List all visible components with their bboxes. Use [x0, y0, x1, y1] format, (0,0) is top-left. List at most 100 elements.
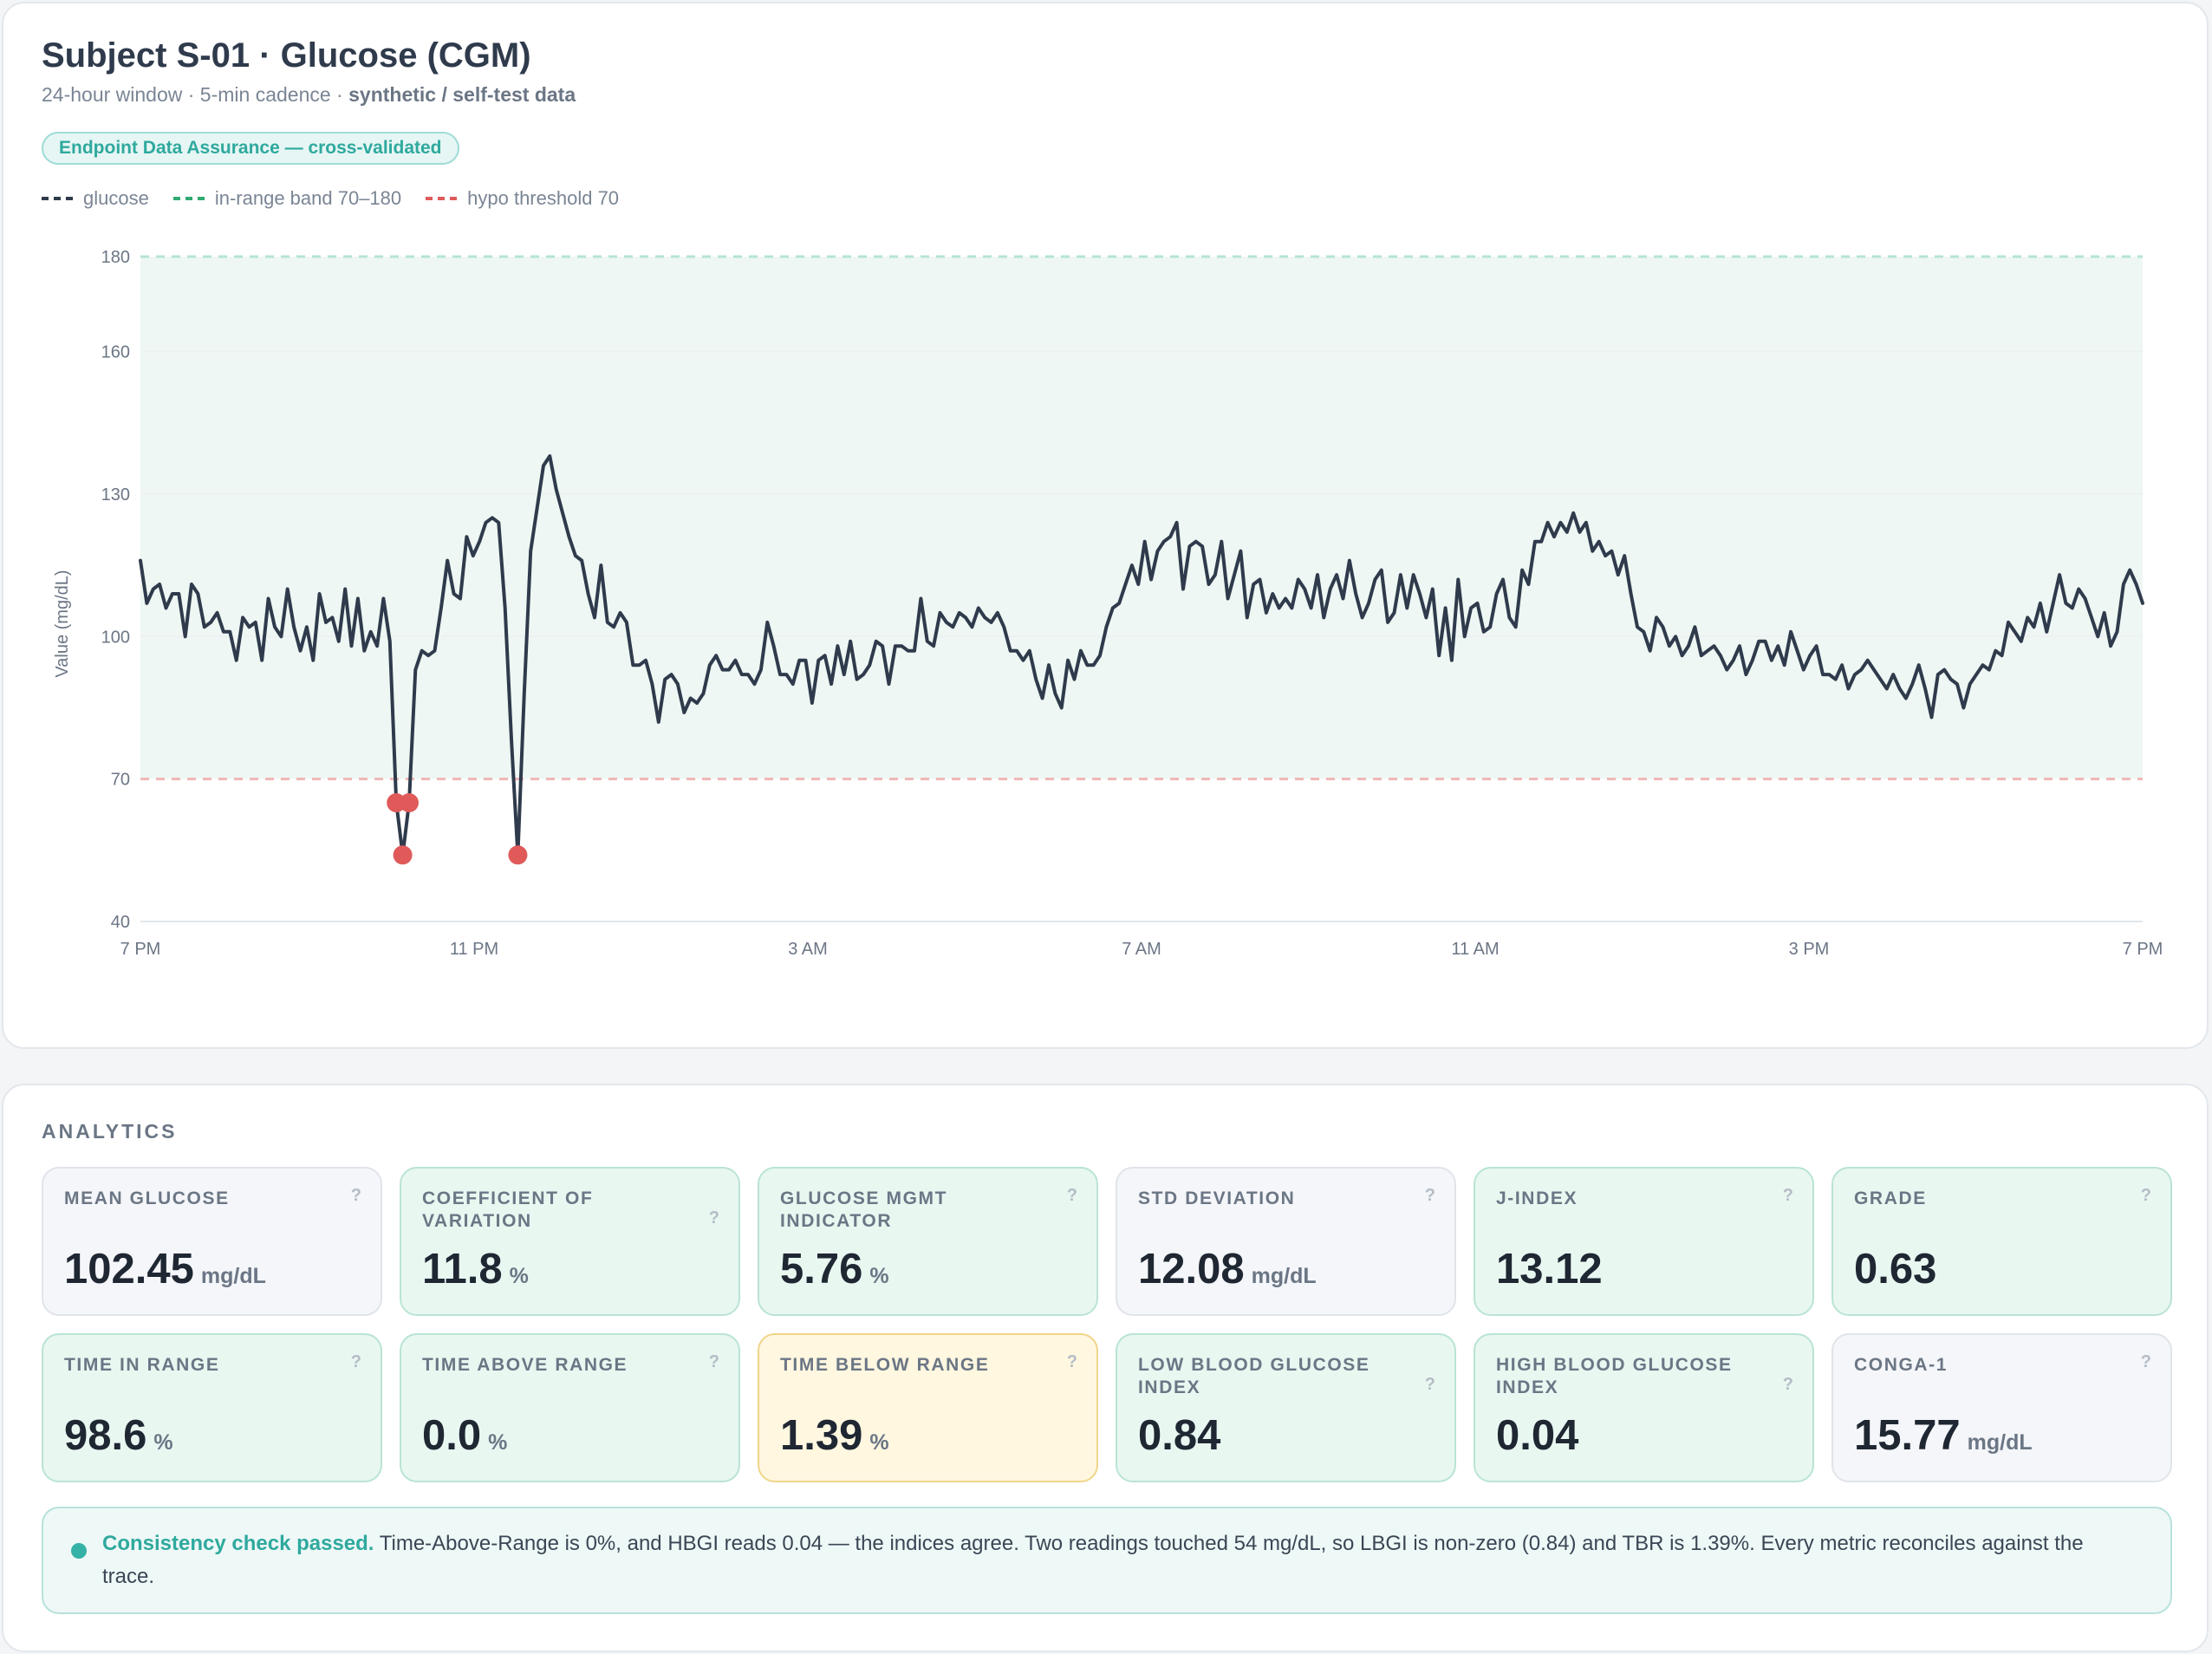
metric-label: HIGH BLOOD GLUCOSE INDEX — [1496, 1355, 1733, 1397]
metric-card-mean-glucose: MEAN GLUCOSE? 102.45 mg/dL — [42, 1167, 382, 1316]
consistency-note-text: Time-Above-Range is 0%, and HBGI reads 0… — [102, 1532, 2084, 1588]
analytics-card: ANALYTICS MEAN GLUCOSE? 102.45 mg/dL COEFFI… — [2, 1084, 2209, 1652]
metric-value-row: 13.12 — [1496, 1245, 1603, 1293]
metric-unit: mg/dL — [1251, 1264, 1317, 1288]
assurance-badge: Endpoint Data Assurance — cross-validate… — [42, 132, 459, 165]
help-icon[interactable]: ? — [1782, 1186, 1793, 1205]
metric-card-glucose-mgmt-indicator: GLUCOSE MGMT INDICATOR? 5.76% — [758, 1167, 1098, 1316]
metric-card-coefficient-of-variation: COEFFICIENT OF VARIATION? 11.8% — [400, 1167, 740, 1316]
metric-value-row: 12.08 mg/dL — [1138, 1245, 1317, 1293]
legend-swatch-hypo — [426, 197, 458, 200]
metric-label: GLUCOSE MGMT INDICATOR — [780, 1188, 948, 1231]
metric-value: 102.45 — [64, 1246, 194, 1293]
metric-unit: % — [153, 1430, 173, 1455]
metric-unit: % — [488, 1430, 508, 1455]
metric-value-row: 102.45 mg/dL — [64, 1245, 266, 1293]
status-dot-icon — [71, 1543, 87, 1559]
metric-value-row: 15.77 mg/dL — [1854, 1411, 2033, 1460]
subtitle-data-source: synthetic / self-test data — [348, 83, 576, 106]
metric-value: 98.6 — [64, 1412, 147, 1459]
hypo-point — [393, 845, 413, 865]
legend-item-glucose: glucose — [42, 187, 149, 210]
metric-card-low-blood-glucose-index: LOW BLOOD GLUCOSE INDEX? 0.84 — [1116, 1333, 1456, 1482]
analytics-heading: ANALYTICS — [42, 1120, 178, 1143]
chart-legend: glucose in-range band 70–180 hypo thresh… — [42, 187, 619, 210]
y-tick-label: 40 — [111, 913, 130, 932]
glucose-chart: 40 70 100 130 160 180 7 PM 11 PM 3 AM 7 AM 11 AM 3 … — [53, 248, 2163, 959]
y-tick-label: 130 — [101, 485, 130, 505]
metric-value-row: 0.63 — [1854, 1245, 1936, 1293]
metric-value: 15.77 — [1854, 1412, 1961, 1459]
legend-swatch-band — [172, 197, 205, 200]
y-tick-label: 70 — [111, 771, 130, 790]
x-tick-label: 11 AM — [1451, 940, 1499, 959]
metric-card-high-blood-glucose-index: HIGH BLOOD GLUCOSE INDEX? 0.04 — [1474, 1333, 1814, 1482]
metric-label: LOW BLOOD GLUCOSE INDEX — [1138, 1355, 1370, 1397]
metric-value-row: 98.6% — [64, 1411, 173, 1460]
metric-card-time-below-range: TIME BELOW RANGE? 1.39% — [758, 1333, 1098, 1482]
metric-value: 0.84 — [1138, 1412, 1221, 1459]
metric-value: 1.39 — [780, 1412, 863, 1459]
metric-value: 13.12 — [1496, 1246, 1603, 1293]
metric-value-row: 5.76% — [780, 1245, 889, 1293]
page-subtitle: 24-hour window · 5-min cadence · synthet… — [42, 83, 576, 107]
help-icon[interactable]: ? — [708, 1208, 719, 1227]
help-icon[interactable]: ? — [1066, 1352, 1077, 1371]
metric-label: COEFFICIENT OF VARIATION — [422, 1188, 594, 1231]
x-tick-label: 7 PM — [120, 940, 161, 959]
legend-item-band: in-range band 70–180 — [172, 187, 402, 210]
x-tick-label: 7 AM — [1122, 940, 1161, 959]
metric-value-row: 11.8% — [422, 1245, 529, 1293]
legend-label-band: in-range band 70–180 — [214, 187, 402, 209]
y-tick-label: 160 — [101, 343, 130, 362]
metric-value-row: 0.04 — [1496, 1411, 1578, 1460]
metric-card-time-in-range: TIME IN RANGE? 98.6% — [42, 1333, 382, 1482]
page-title: Subject S-01 · Glucose (CGM) — [42, 36, 531, 75]
in-range-band — [140, 257, 2143, 779]
metric-card-std-deviation: STD DEVIATION? 12.08 mg/dL — [1116, 1167, 1456, 1316]
metric-value-row: 1.39% — [780, 1411, 889, 1460]
legend-label-hypo: hypo threshold 70 — [467, 187, 620, 209]
metric-value: 0.04 — [1496, 1412, 1579, 1459]
metric-card-conga-1: CONGA-1? 15.77 mg/dL — [1831, 1333, 2172, 1482]
x-tick-label: 11 PM — [450, 940, 498, 959]
hypo-point — [399, 793, 419, 813]
help-icon[interactable]: ? — [350, 1186, 361, 1205]
metric-value-row: 0.84 — [1138, 1411, 1220, 1460]
x-tick-label: 7 PM — [2123, 940, 2163, 959]
metric-label: MEAN GLUCOSE — [64, 1188, 230, 1208]
metric-label: TIME ABOVE RANGE — [422, 1355, 628, 1375]
metric-value-row: 0.0% — [422, 1411, 507, 1460]
metric-card-time-above-range: TIME ABOVE RANGE? 0.0% — [400, 1333, 740, 1482]
metric-label: STD DEVIATION — [1138, 1188, 1296, 1208]
help-icon[interactable]: ? — [2140, 1352, 2151, 1371]
metric-label: TIME BELOW RANGE — [780, 1355, 990, 1375]
metric-value: 5.76 — [780, 1246, 863, 1293]
metric-label: TIME IN RANGE — [64, 1355, 220, 1375]
metric-value: 11.8 — [422, 1246, 503, 1293]
legend-swatch-glucose — [42, 197, 73, 200]
help-icon[interactable]: ? — [1424, 1186, 1435, 1205]
help-icon[interactable]: ? — [1782, 1375, 1793, 1394]
y-axis-label: Value (mg/dL) — [53, 570, 72, 677]
help-icon[interactable]: ? — [2140, 1186, 2151, 1205]
help-icon[interactable]: ? — [708, 1352, 719, 1371]
subtitle-text: 24-hour window · 5-min cadence · — [42, 83, 349, 106]
metric-card-j-index: J-INDEX? 13.12 — [1474, 1167, 1814, 1316]
help-icon[interactable]: ? — [1066, 1186, 1077, 1205]
legend-label-glucose: glucose — [83, 187, 149, 209]
x-tick-label: 3 AM — [788, 940, 828, 959]
y-tick-label: 100 — [101, 628, 130, 647]
metric-unit: % — [509, 1264, 529, 1288]
help-icon[interactable]: ? — [350, 1352, 361, 1371]
chart-card: Subject S-01 · Glucose (CGM) 24-hour win… — [2, 2, 2209, 1049]
y-tick-label: 180 — [101, 248, 130, 267]
metric-unit: % — [869, 1264, 889, 1288]
help-icon[interactable]: ? — [1424, 1375, 1435, 1394]
legend-item-hypo: hypo threshold 70 — [426, 187, 619, 210]
metric-value: 0.63 — [1854, 1246, 1937, 1293]
metric-unit: mg/dL — [1967, 1430, 2033, 1455]
metric-value: 12.08 — [1138, 1246, 1245, 1293]
consistency-note-title: Consistency check passed. — [102, 1532, 374, 1555]
metric-label: GRADE — [1854, 1188, 1927, 1208]
